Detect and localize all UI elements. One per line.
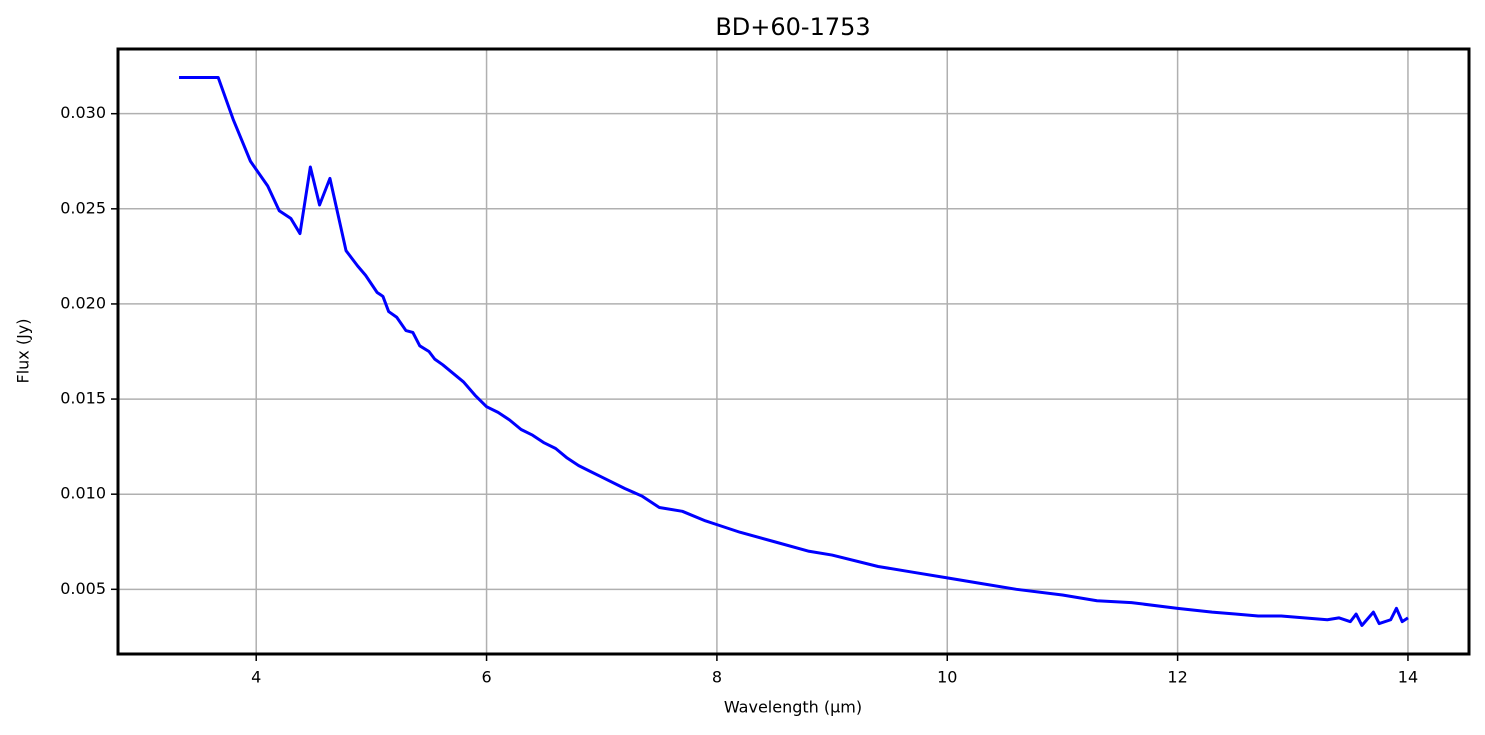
y-tick-label: 0.030 — [60, 103, 106, 122]
plot-frame — [116, 47, 1471, 656]
y-tick-label: 0.010 — [60, 484, 106, 503]
x-tick-label: 14 — [1398, 668, 1418, 687]
x-tick-label: 6 — [481, 668, 491, 687]
y-tick-label: 0.015 — [60, 389, 106, 408]
y-tick-label: 0.005 — [60, 579, 106, 598]
y-axis-label: Flux (Jy) — [14, 318, 33, 383]
chart-title: BD+60-1753 — [715, 13, 870, 41]
x-axis-label: Wavelength (µm) — [724, 698, 862, 717]
x-tick-label: 8 — [712, 668, 722, 687]
x-tick-label: 4 — [251, 668, 261, 687]
x-tick-label: 12 — [1167, 668, 1187, 687]
x-tick-label: 10 — [937, 668, 957, 687]
y-tick-label: 0.025 — [60, 198, 106, 217]
data-line — [179, 76, 1409, 627]
y-tick-label: 0.020 — [60, 293, 106, 312]
